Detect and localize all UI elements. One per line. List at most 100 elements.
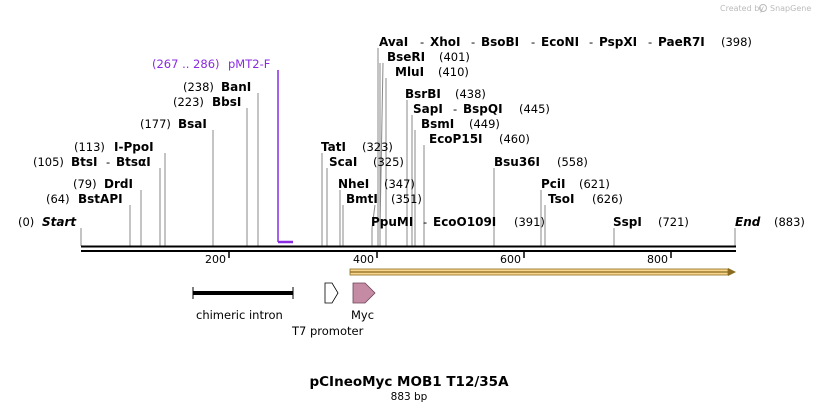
enzyme-name: PpuMI xyxy=(371,215,413,229)
snapgene-logo-icon xyxy=(759,4,767,12)
enzyme-name2: BtsαI xyxy=(116,155,151,169)
enzyme-bsu36i[interactable]: Bsu36I (558) xyxy=(494,155,588,169)
enzyme-sep: - xyxy=(531,35,535,49)
map-title: pCIneoMyc MOB1 T12/35A xyxy=(309,374,509,390)
enzyme-ecop15i[interactable]: EcoP15I (460) xyxy=(429,132,530,146)
enzyme-pos: (177) xyxy=(140,117,171,131)
feature-label-intron: chimeric intron xyxy=(196,308,283,322)
enzyme-pos: (460) xyxy=(499,132,530,146)
ruler-label-400: 400 xyxy=(353,253,374,266)
enzyme-pos: (323) xyxy=(362,140,393,154)
enzyme-pos: (105) xyxy=(33,155,64,169)
enzyme-pos: (351) xyxy=(391,192,422,206)
ruler-label-600: 600 xyxy=(500,253,521,266)
enzyme-nhei[interactable]: NheI (347) xyxy=(338,177,415,191)
enzyme-name: BsaI xyxy=(178,117,207,131)
enzyme-name3: BsoBI xyxy=(481,35,519,49)
enzyme-btsi[interactable]: (105) BtsI - BtsαI xyxy=(33,155,151,169)
enzyme-pos: (64) xyxy=(46,192,70,206)
enzyme-pos: (391) xyxy=(514,215,545,229)
dna-backbone xyxy=(81,245,736,252)
enzyme-sspi[interactable]: SspI (721) xyxy=(613,215,689,229)
enzyme-pos: (721) xyxy=(658,215,689,229)
enzyme-name: ScaI xyxy=(329,155,357,169)
enzyme-name: BtsI xyxy=(71,155,98,169)
enzyme-name: BsmI xyxy=(421,117,454,131)
enzyme-name: EcoP15I xyxy=(429,132,483,146)
enzyme-scai[interactable]: ScaI (325) xyxy=(329,155,404,169)
start-label: Start xyxy=(42,215,77,229)
orf-feature[interactable] xyxy=(349,268,736,276)
site-tick-lines xyxy=(80,48,736,246)
enzyme-name5: PspXI xyxy=(599,35,637,49)
enzyme-sapi[interactable]: SapI - BspQI (445) xyxy=(413,102,550,116)
enzyme-name: TatI xyxy=(321,140,346,154)
enzyme-sep: - xyxy=(106,155,110,169)
enzyme-pos: (398) xyxy=(721,35,752,49)
enzyme-avai-group[interactable]: AvaI - XhoI - BsoBI - EcoNI - PspXI - Pa… xyxy=(379,35,752,49)
enzyme-pos: (401) xyxy=(439,50,470,64)
feature-chimeric-intron[interactable]: chimeric intron xyxy=(192,287,294,322)
enzyme-pos: (223) xyxy=(173,95,204,109)
enzyme-pos: (438) xyxy=(455,87,486,101)
feature-label-myc: Myc xyxy=(351,308,374,322)
feature-label-t7: T7 promoter xyxy=(291,324,364,338)
primer-name: pMT2-F xyxy=(228,57,270,71)
enzyme-drdi[interactable]: (79) DrdI xyxy=(73,177,133,191)
enzyme-bstapi[interactable]: (64) BstAPI xyxy=(46,192,123,206)
enzyme-sep: - xyxy=(423,215,427,229)
orf-arrowhead-icon xyxy=(728,268,736,276)
enzyme-pos: (449) xyxy=(469,117,500,131)
enzyme-ippoi[interactable]: (113) I-PpoI xyxy=(74,140,154,154)
enzyme-pos: (445) xyxy=(519,102,550,116)
enzyme-bsmi[interactable]: BsmI (449) xyxy=(421,117,500,131)
myc-tag-arrow-icon xyxy=(352,282,376,304)
primer-pmt2-f[interactable]: (267 .. 286) pMT2-F xyxy=(152,57,293,244)
enzyme-pcii[interactable]: PciI (621) xyxy=(541,177,610,191)
enzyme-name: BanI xyxy=(221,80,251,94)
enzyme-name: BstAPI xyxy=(78,192,123,206)
enzyme-name: BseRI xyxy=(387,50,425,64)
ruler-label-200: 200 xyxy=(205,253,226,266)
enzyme-bani[interactable]: (238) BanI xyxy=(183,80,251,94)
enzyme-pos: (238) xyxy=(183,80,214,94)
enzyme-bsai[interactable]: (177) BsaI xyxy=(140,117,207,131)
enzyme-name: TsoI xyxy=(548,192,574,206)
enzyme-sep: - xyxy=(453,102,457,116)
enzyme-pos: (347) xyxy=(384,177,415,191)
enzyme-bsrbi[interactable]: BsrBI (438) xyxy=(405,87,486,101)
map-length: 883 bp xyxy=(391,391,428,403)
enzyme-bbsi[interactable]: (223) BbsI xyxy=(173,95,241,109)
enzyme-name6: PaeR7I xyxy=(658,35,705,49)
enzyme-tati[interactable]: TatI (323) xyxy=(321,140,393,154)
enzyme-bseri[interactable]: BseRI (401) xyxy=(387,50,470,64)
enzyme-pos: (410) xyxy=(438,65,469,79)
enzyme-sep: - xyxy=(471,35,475,49)
enzyme-name2: XhoI xyxy=(430,35,461,49)
enzyme-name: NheI xyxy=(338,177,369,191)
enzyme-name: BsrBI xyxy=(405,87,441,101)
enzyme-mlui[interactable]: MluI (410) xyxy=(395,65,469,79)
enzyme-pos: (558) xyxy=(557,155,588,169)
enzyme-name: Bsu36I xyxy=(494,155,540,169)
enzyme-sep: - xyxy=(648,35,652,49)
enzyme-name: SspI xyxy=(613,215,642,229)
feature-myc[interactable]: Myc xyxy=(351,282,376,322)
enzyme-tsoi[interactable]: TsoI (626) xyxy=(548,192,623,206)
ruler-label-800: 800 xyxy=(647,253,668,266)
connector-ppumi xyxy=(371,204,376,229)
credit-brand: SnapGene xyxy=(770,4,811,13)
enzyme-pos: (325) xyxy=(373,155,404,169)
enzyme-name: BbsI xyxy=(212,95,241,109)
enzyme-name2: EcoO109I xyxy=(433,215,496,229)
enzyme-sep: - xyxy=(420,35,424,49)
enzyme-ppumi[interactable]: PpuMI - EcoO109I (391) xyxy=(371,215,545,229)
start-pos: (0) xyxy=(18,215,34,229)
enzyme-bmti[interactable]: BmtI (351) xyxy=(346,192,422,206)
enzyme-name: DrdI xyxy=(104,177,133,191)
enzyme-name: I-PpoI xyxy=(114,140,154,154)
feature-t7-promoter[interactable]: T7 promoter xyxy=(291,282,364,338)
enzyme-name4: EcoNI xyxy=(541,35,579,49)
enzyme-pos: (626) xyxy=(592,192,623,206)
